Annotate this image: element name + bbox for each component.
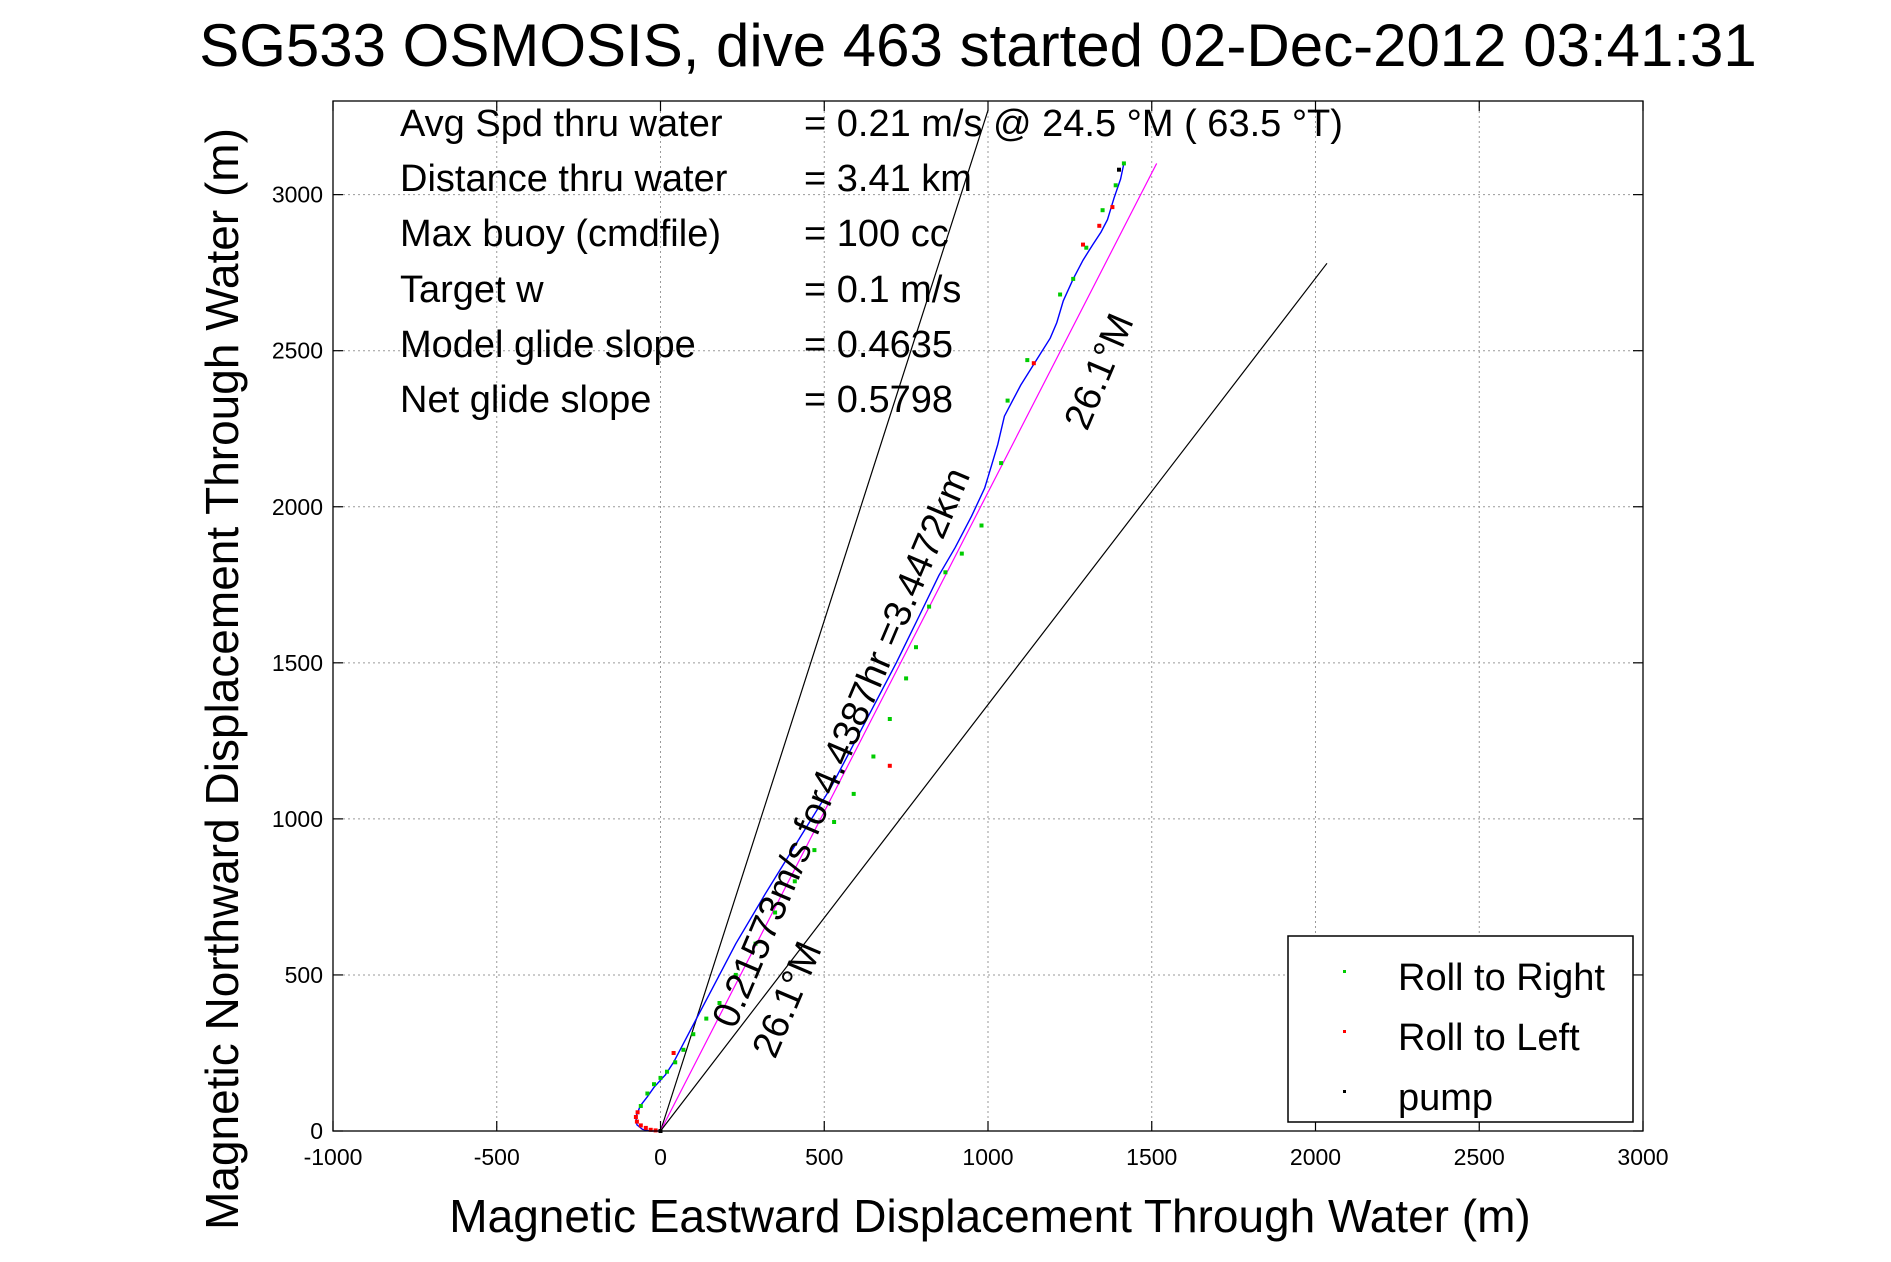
y-tick-label: 1500: [272, 650, 323, 676]
data-point: [773, 910, 778, 915]
legend-label-roll-right: Roll to Right: [1398, 957, 1605, 999]
data-point: [959, 551, 964, 556]
annotation-value: = 0.21 m/s @ 24.5 °M ( 63.5 °T): [804, 103, 1343, 145]
data-point: [671, 1051, 676, 1055]
data-point: [717, 1001, 722, 1005]
data-point: [927, 604, 932, 609]
x-tick-label: 2000: [1290, 1144, 1341, 1170]
data-point: [634, 1119, 639, 1124]
y-tick-label: 1000: [272, 806, 323, 832]
data-point: [792, 879, 797, 884]
annotation-value: = 0.4635: [804, 324, 953, 366]
data-point: [1100, 208, 1105, 213]
reference-line: [659, 110, 989, 1132]
y-axis-label: Magnetic Northward Displacement Through …: [196, 128, 248, 1230]
data-point: [733, 972, 738, 977]
annotation-value: = 100 cc: [804, 213, 949, 255]
y-tick-label: 2000: [272, 494, 323, 520]
data-point: [665, 1069, 669, 1074]
annotation-block: Avg Spd thru water = 0.21 m/s @ 24.5 °M …: [400, 103, 1343, 421]
data-point: [887, 717, 892, 721]
x-tick-label: 3000: [1617, 1144, 1668, 1170]
legend: Roll to Right Roll to Left pump: [1287, 935, 1634, 1123]
track-line: [635, 163, 1125, 1132]
data-point: [1071, 276, 1076, 281]
annotation-label: Distance thru water: [400, 158, 728, 200]
legend-label-pump: pump: [1398, 1077, 1493, 1119]
annotation-value: = 0.5798: [804, 379, 953, 421]
annotation-label: Net glide slope: [400, 379, 651, 421]
data-point: [1058, 292, 1063, 297]
y-tick-label: 500: [285, 962, 323, 988]
data-point: [812, 848, 817, 853]
data-point: [645, 1091, 650, 1096]
data-point: [673, 1060, 678, 1065]
data-point: [633, 1115, 638, 1119]
x-tick-label: 1500: [1126, 1144, 1177, 1170]
x-tick-label: 0: [654, 1144, 667, 1170]
data-point: [851, 791, 856, 796]
data-point: [871, 754, 876, 759]
data-point: [652, 1082, 656, 1087]
legend-label-roll-left: Roll to Left: [1398, 1017, 1580, 1059]
data-point: [635, 1110, 640, 1115]
legend-marker-roll-right: [1343, 970, 1346, 973]
data-point: [1113, 183, 1118, 188]
data-point: [1081, 242, 1085, 247]
data-point: [943, 570, 948, 575]
legend-marker-roll-left: [1343, 1030, 1346, 1033]
annotation-value: = 0.1 m/s: [804, 269, 961, 311]
annotation-label: Avg Spd thru water: [400, 103, 723, 145]
x-tick-label: -1000: [304, 1144, 363, 1170]
data-point: [638, 1104, 643, 1108]
data-point: [704, 1016, 709, 1021]
annotation-label: Target w: [400, 269, 544, 311]
data-point: [1117, 167, 1121, 172]
data-point: [1110, 205, 1115, 210]
annotation-label: Model glide slope: [400, 324, 696, 366]
data-point: [887, 763, 892, 768]
data-point: [914, 645, 918, 650]
annotation-value: = 3.41 km: [804, 158, 972, 200]
x-tick-label: 1000: [962, 1144, 1013, 1170]
x-tick-label: 500: [805, 1144, 843, 1170]
data-point: [1121, 161, 1126, 166]
data-point: [648, 1127, 653, 1132]
y-tick-label: 2500: [272, 338, 323, 364]
data-point: [1097, 223, 1102, 228]
reference-line: [660, 262, 1328, 1132]
x-axis-label: Magnetic Eastward Displacement Through W…: [449, 1190, 1530, 1242]
data-point: [904, 676, 909, 681]
y-tick-label: 3000: [272, 182, 323, 208]
x-tick-label: 2500: [1454, 1144, 1505, 1170]
y-tick-label: 0: [310, 1118, 323, 1144]
chart-title: SG533 OSMOSIS, dive 463 started 02-Dec-2…: [199, 12, 1757, 79]
data-point: [681, 1047, 686, 1052]
data-point: [658, 1075, 663, 1080]
data-point: [1084, 245, 1089, 250]
data-point: [691, 1032, 696, 1037]
data-point: [832, 820, 837, 824]
legend-marker-pump: [1343, 1090, 1346, 1093]
data-point: [753, 941, 758, 946]
x-tick-label: -500: [474, 1144, 520, 1170]
data-point: [979, 523, 984, 528]
data-point: [1025, 358, 1030, 363]
data-point: [643, 1125, 648, 1130]
data-point: [1031, 361, 1036, 366]
reference-line: [659, 163, 1158, 1132]
data-point: [638, 1123, 643, 1128]
data-point: [1005, 398, 1010, 403]
annotation-label: Max buoy (cmdfile): [400, 213, 721, 255]
data-point: [999, 461, 1004, 466]
